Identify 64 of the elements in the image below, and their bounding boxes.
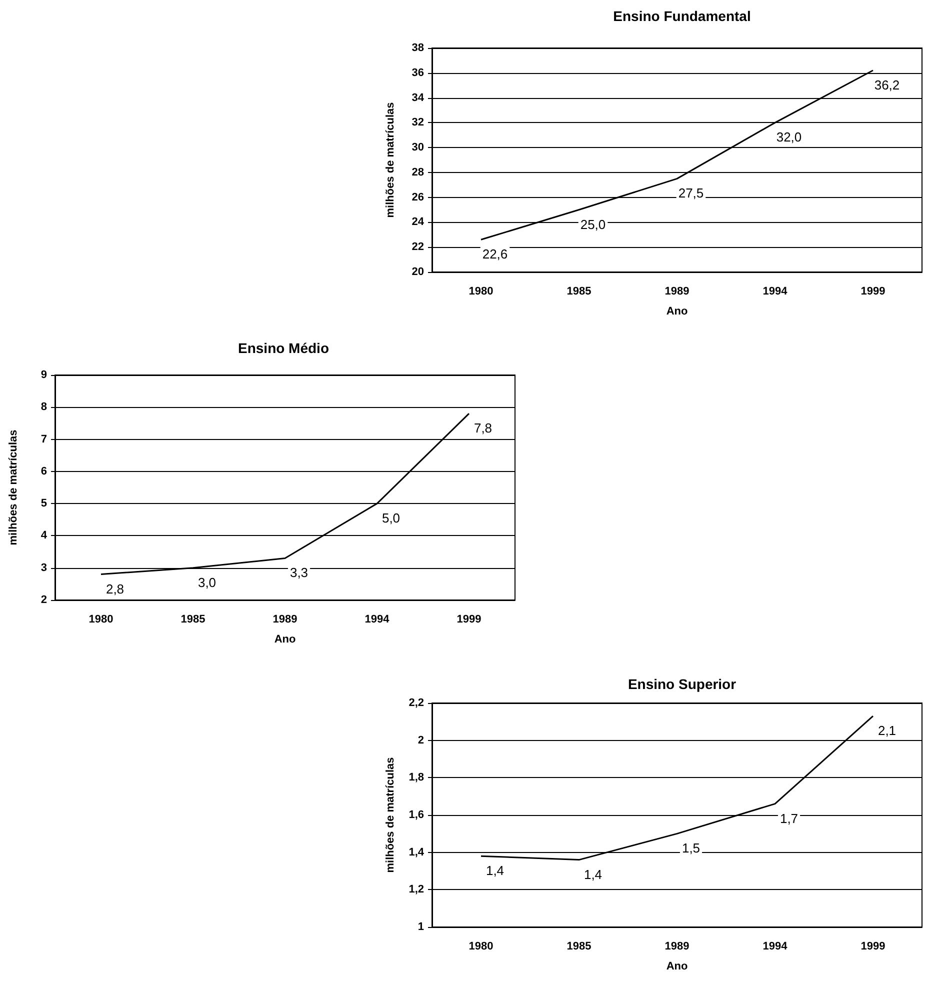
data-label: 1,4 <box>486 863 504 878</box>
data-label: 2,1 <box>878 723 896 738</box>
y-tick-label: 32 <box>412 116 424 129</box>
data-label: 5,0 <box>382 510 400 526</box>
data-label: 27,5 <box>678 186 704 201</box>
data-label: 25,0 <box>580 216 606 232</box>
y-tick-label: 26 <box>412 191 424 204</box>
y-axis-title: milhões de matrículas <box>384 102 396 218</box>
y-tick-label: 2 <box>40 594 47 606</box>
y-axis-title: milhões de matrículas <box>8 430 20 546</box>
y-tick-label: 28 <box>412 166 424 178</box>
data-label: 3,0 <box>198 574 216 590</box>
x-tick-label: 1980 <box>88 614 114 626</box>
x-tick-label: 1980 <box>468 286 494 298</box>
x-tick-label: 1985 <box>566 286 592 298</box>
data-label: 36,2 <box>874 77 900 92</box>
y-tick-label: 2 <box>418 734 424 746</box>
y-tick-label: 7 <box>40 433 47 446</box>
y-tick-label: 34 <box>412 92 425 104</box>
x-tick-label: 1980 <box>468 940 494 952</box>
y-tick-label: 4 <box>40 530 48 542</box>
y-tick-label: 1,6 <box>408 809 424 821</box>
y-tick-label: 20 <box>412 266 424 278</box>
data-label: 7,8 <box>474 420 492 436</box>
y-tick-label: 38 <box>412 42 424 54</box>
y-tick-label: 36 <box>412 66 424 79</box>
x-tick-label: 1985 <box>180 614 206 626</box>
x-tick-label: 1994 <box>762 940 788 952</box>
y-tick-label: 3 <box>40 562 47 574</box>
x-tick-label: 1994 <box>364 614 390 626</box>
x-tick-label: 1989 <box>664 286 690 298</box>
y-tick-label: 9 <box>40 369 47 381</box>
data-label: 1,7 <box>780 810 798 826</box>
data-label: 22,6 <box>482 246 508 262</box>
y-tick-label: 5 <box>40 498 47 510</box>
data-label: 1,5 <box>682 840 700 856</box>
y-tick-label: 1,2 <box>408 884 424 896</box>
x-tick-label: 1999 <box>456 614 482 626</box>
x-axis-title: Ano <box>666 306 688 318</box>
y-tick-label: 1,8 <box>408 772 424 784</box>
y-tick-label: 1 <box>418 921 424 933</box>
y-tick-label: 6 <box>40 465 47 478</box>
x-tick-label: 1999 <box>860 286 886 298</box>
x-tick-label: 1999 <box>860 940 886 952</box>
y-tick-label: 24 <box>412 216 425 228</box>
x-tick-label: 1994 <box>762 286 788 298</box>
y-axis-title: milhões de matrículas <box>384 757 396 873</box>
x-tick-label: 1989 <box>272 614 298 626</box>
x-tick-label: 1985 <box>566 940 592 952</box>
y-tick-label: 2,2 <box>408 697 424 709</box>
data-label: 3,3 <box>290 565 308 580</box>
y-tick-label: 22 <box>412 241 424 254</box>
y-tick-label: 8 <box>40 401 47 414</box>
x-axis-title: Ano <box>274 634 296 646</box>
x-tick-label: 1989 <box>664 940 690 952</box>
data-label: 1,4 <box>584 866 602 882</box>
x-axis-title: Ano <box>666 960 688 972</box>
chart-title: Ensino Fundamental <box>613 8 751 24</box>
y-tick-label: 1,4 <box>408 846 425 858</box>
y-tick-label: 30 <box>412 142 424 154</box>
chart-title: Ensino Superior <box>628 676 737 692</box>
data-label: 32,0 <box>776 130 802 145</box>
chart-title: Ensino Médio <box>238 340 329 356</box>
data-label: 2,8 <box>106 581 124 596</box>
